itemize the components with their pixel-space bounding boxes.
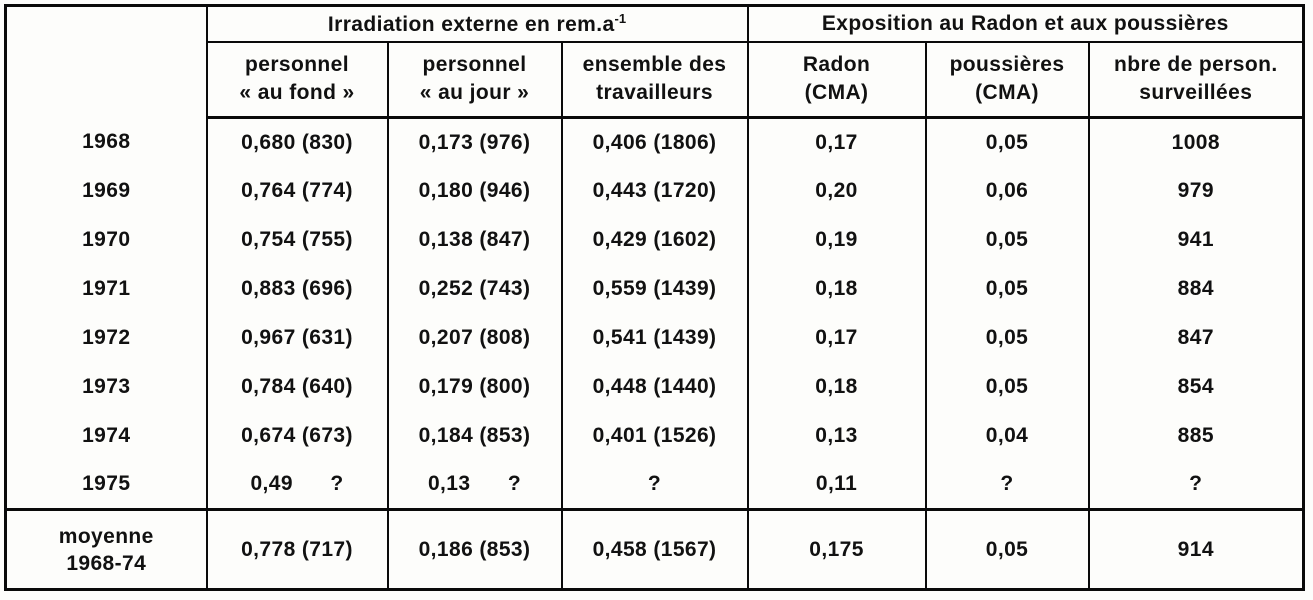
group-header-irradiation-label: Irradiation externe en rem.a: [327, 12, 615, 36]
column-header-personnel-jour: personnel « au jour »: [386, 41, 562, 119]
data-cell: 0,05: [924, 362, 1089, 412]
data-cell: 0,138 (847): [386, 215, 562, 265]
column-header-radon-cma: Radon (CMA): [746, 41, 926, 119]
column-header-ensemble-travailleurs: ensemble des travailleurs: [560, 41, 748, 119]
data-cell: ?: [924, 460, 1089, 510]
data-cell: 0,406 (1806): [560, 117, 748, 167]
data-cell: 0,05: [924, 264, 1089, 314]
corner-cell: [6, 6, 207, 118]
summary-cell: 914: [1087, 508, 1304, 590]
data-cell: 0,401 (1526): [560, 411, 748, 461]
data-cell: 0,443 (1720): [560, 166, 748, 216]
year-cell: 1970: [82, 228, 131, 251]
data-cell: 1008: [1087, 117, 1304, 167]
data-cell: 0,754 (755): [205, 215, 388, 265]
data-cell: 854: [1087, 362, 1304, 412]
summary-cell: 0,778 (717): [205, 508, 388, 590]
table-row: 1969 0,764 (774) 0,180 (946) 0,443 (1720…: [6, 166, 1304, 216]
year-cell: 1975: [82, 472, 131, 496]
data-cell: 0,18: [746, 264, 926, 314]
radiation-exposure-table: Irradiation externe en rem.a-1 Expositio…: [4, 4, 1306, 591]
data-cell: 0,05: [924, 117, 1089, 167]
data-cell: 0,49 ?: [205, 460, 388, 510]
table-row: 1974 0,674 (673) 0,184 (853) 0,401 (1526…: [6, 411, 1304, 461]
year-cell: 1968: [82, 130, 131, 153]
table-header: Irradiation externe en rem.a-1 Expositio…: [6, 5, 1304, 119]
data-cell: 0,184 (853): [386, 411, 562, 461]
data-cell: 0,252 (743): [386, 264, 562, 314]
table-row: 1971 0,883 (696) 0,252 (743) 0,559 (1439…: [6, 264, 1304, 314]
data-cell: 0,13 ?: [386, 460, 562, 510]
data-cell: 0,06: [924, 166, 1089, 216]
data-cell: 0,541 (1439): [560, 313, 748, 363]
group-header-exposition: Exposition au Radon et aux poussières: [746, 5, 1304, 43]
summary-label-cell: moyenne 1968-74: [5, 508, 207, 590]
data-cell: 0,19: [746, 215, 926, 265]
column-header-poussieres-cma: poussières (CMA): [924, 41, 1089, 119]
data-cell: 0,764 (774): [205, 166, 388, 216]
table-row: 1973 0,784 (640) 0,179 (800) 0,448 (1440…: [6, 362, 1304, 412]
data-cell: 0,784 (640): [205, 362, 388, 412]
summary-cell: 0,458 (1567): [560, 508, 748, 590]
data-cell: 0,179 (800): [386, 362, 562, 412]
summary-cell: 0,186 (853): [386, 508, 562, 590]
summary-cell: 0,05: [924, 508, 1089, 590]
data-cell: 0,883 (696): [205, 264, 388, 314]
data-cell: 0,173 (976): [386, 117, 562, 167]
data-cell: 0,207 (808): [386, 313, 562, 363]
data-cell: 0,05: [924, 215, 1089, 265]
group-header-irradiation: Irradiation externe en rem.a-1: [205, 5, 748, 43]
table-body: 1968 0,680 (830) 0,173 (976) 0,406 (1806…: [6, 117, 1304, 510]
sub-header-row: personnel « au fond » personnel « au jour …: [6, 41, 1304, 119]
year-cell: 1974: [82, 424, 131, 447]
table-row: 1975 0,49 ? 0,13 ? ? 0,11 ? ?: [6, 460, 1304, 510]
superscript-exponent: -1: [614, 10, 627, 26]
summary-section: moyenne 1968-74 0,778 (717) 0,186 (853) 0…: [5, 508, 1304, 590]
data-cell: 0,674 (673): [205, 411, 388, 461]
data-cell: 0,559 (1439): [560, 264, 748, 314]
data-cell: 0,17: [746, 117, 926, 167]
year-cell: 1972: [82, 326, 131, 349]
data-cell: 941: [1087, 215, 1304, 265]
data-cell: 885: [1087, 411, 1304, 461]
year-cell: 1971: [82, 277, 131, 300]
year-cell: 1969: [82, 179, 131, 202]
data-cell: 0,180 (946): [386, 166, 562, 216]
table-row: 1972 0,967 (631) 0,207 (808) 0,541 (1439…: [6, 313, 1304, 363]
summary-row: moyenne 1968-74 0,778 (717) 0,186 (853) 0…: [5, 508, 1304, 590]
data-cell: 0,11: [746, 460, 926, 510]
table-row: 1970 0,754 (755) 0,138 (847) 0,429 (1602…: [6, 215, 1304, 265]
data-cell: ?: [1087, 460, 1304, 510]
column-header-personnel-fond: personnel « au fond »: [205, 41, 388, 119]
data-cell: 0,448 (1440): [560, 362, 748, 412]
data-cell: 979: [1087, 166, 1304, 216]
data-cell: 0,18: [746, 362, 926, 412]
data-cell: 0,20: [746, 166, 926, 216]
data-cell: ?: [560, 460, 748, 510]
data-cell: 0,17: [746, 313, 926, 363]
data-cell: 0,13: [746, 411, 926, 461]
data-cell: 0,429 (1602): [560, 215, 748, 265]
data-cell: 0,05: [924, 313, 1089, 363]
data-cell: 847: [1087, 313, 1304, 363]
group-header-row: Irradiation externe en rem.a-1 Expositio…: [6, 5, 1304, 43]
column-header-nbre-personnes: nbre de person. surveillées: [1087, 41, 1304, 119]
data-cell: 0,967 (631): [205, 313, 388, 363]
data-cell: 0,04: [924, 411, 1089, 461]
table-row: 1968 0,680 (830) 0,173 (976) 0,406 (1806…: [6, 117, 1304, 167]
year-cell: 1973: [82, 375, 131, 398]
data-cell: 884: [1087, 264, 1304, 314]
data-cell: 0,680 (830): [205, 117, 388, 167]
summary-cell: 0,175: [746, 508, 926, 590]
